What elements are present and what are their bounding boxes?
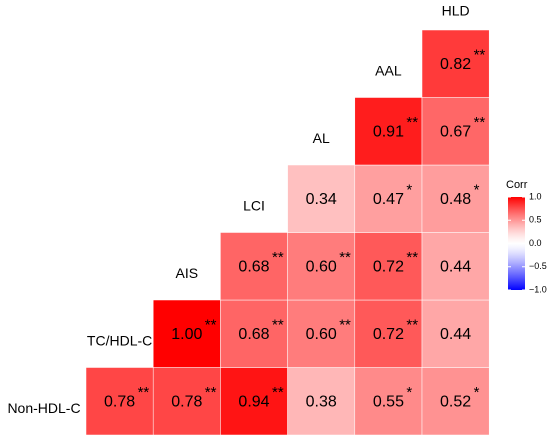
value-label: 0.72 — [373, 326, 404, 343]
value-label: 0.68 — [238, 326, 269, 343]
axis-label: TC/HDL-C — [87, 332, 152, 348]
cell — [354, 367, 423, 436]
cell — [421, 299, 490, 368]
significance: ** — [474, 114, 486, 131]
cell — [421, 97, 490, 166]
value-label: 0.94 — [238, 393, 269, 410]
colorbar — [508, 197, 525, 290]
significance: * — [406, 182, 412, 199]
significance: * — [406, 384, 412, 401]
value-label: 0.34 — [306, 191, 337, 208]
significance: ** — [272, 384, 284, 401]
legend-title: Corr — [506, 179, 528, 191]
cell — [354, 164, 423, 233]
cell — [287, 164, 356, 233]
cell — [421, 164, 490, 233]
significance: ** — [138, 384, 150, 401]
value-label: 1.00 — [171, 326, 202, 343]
value-label: 0.68 — [238, 258, 269, 275]
cell — [152, 299, 221, 368]
significance: ** — [406, 249, 418, 266]
value-label: 0.78 — [171, 393, 202, 410]
value-label: 0.60 — [306, 326, 337, 343]
cell — [287, 232, 356, 301]
legend-tick-label: −1.0 — [529, 284, 547, 294]
cell — [85, 367, 154, 436]
cell — [421, 367, 490, 436]
significance: ** — [474, 47, 486, 64]
significance: ** — [406, 114, 418, 131]
significance: ** — [339, 249, 351, 266]
cell — [421, 29, 490, 98]
cell — [152, 367, 221, 436]
cell — [421, 232, 490, 301]
cell — [287, 299, 356, 368]
significance: ** — [205, 317, 217, 334]
legend-tick-label: 0.0 — [529, 238, 542, 248]
value-label: 0.52 — [440, 393, 471, 410]
value-label: 0.82 — [440, 56, 471, 73]
legend-tick-label: 1.0 — [529, 191, 542, 201]
axis-label: AAL — [375, 62, 402, 78]
significance: ** — [406, 317, 418, 334]
value-label: 0.72 — [373, 258, 404, 275]
legend-tick-label: −0.5 — [529, 261, 547, 271]
cell — [220, 232, 288, 301]
significance: ** — [339, 317, 351, 334]
axis-label: AL — [313, 130, 330, 146]
cell — [287, 367, 356, 436]
significance: * — [474, 182, 480, 199]
value-label: 0.44 — [440, 258, 471, 275]
value-label: 0.78 — [104, 393, 135, 410]
significance: ** — [272, 317, 284, 334]
cell — [354, 299, 423, 368]
column-label: HLD — [442, 3, 470, 19]
value-label: 0.60 — [306, 258, 337, 275]
value-label: 0.47 — [373, 191, 404, 208]
axis-label: LCI — [243, 197, 265, 213]
value-label: 0.91 — [373, 123, 404, 140]
legend-tick-label: 0.5 — [529, 215, 542, 225]
value-label: 0.38 — [306, 393, 337, 410]
value-label: 0.67 — [440, 123, 471, 140]
significance: ** — [205, 384, 217, 401]
cell — [220, 299, 288, 368]
cell — [354, 97, 423, 166]
value-label: 0.55 — [373, 393, 404, 410]
significance: ** — [272, 249, 284, 266]
row-label: Non-HDL-C — [7, 400, 80, 416]
value-label: 0.44 — [440, 326, 471, 343]
axis-label: AIS — [176, 265, 199, 281]
significance: * — [474, 384, 480, 401]
value-label: 0.48 — [440, 191, 471, 208]
